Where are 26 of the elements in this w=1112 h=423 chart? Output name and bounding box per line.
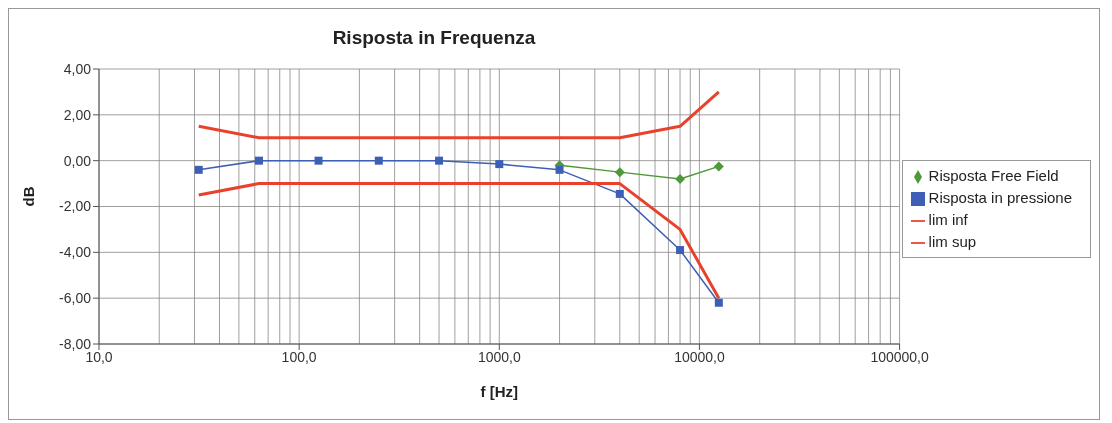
x-tick-label: 100000,0	[870, 348, 929, 365]
y-axis-title: dB	[20, 186, 38, 207]
x-axis-title: f [Hz]	[480, 383, 519, 400]
legend-label: lim inf	[928, 211, 968, 228]
y-tick-label: 2,00	[63, 106, 92, 123]
y-tick-label: -2,00	[59, 198, 92, 215]
y-tick-label: -6,00	[59, 290, 92, 307]
point	[254, 156, 263, 165]
point	[615, 189, 624, 198]
legend-label: Risposta Free Field	[928, 167, 1059, 184]
y-tick-label: 4,00	[63, 60, 92, 77]
point	[194, 165, 203, 174]
point	[314, 156, 323, 165]
point	[495, 160, 504, 169]
legend-label: Risposta in pressione	[928, 189, 1072, 206]
legend-label: lim sup	[928, 233, 977, 250]
x-tick-label: 100,0	[281, 348, 317, 365]
point	[676, 246, 685, 255]
x-tick-label: 1000,0	[477, 348, 521, 365]
x-tick-label: 10000,0	[674, 348, 725, 365]
point	[374, 156, 383, 165]
point	[555, 165, 564, 174]
point	[435, 156, 444, 165]
y-tick-label: -4,00	[59, 244, 92, 261]
chart-title: Risposta in Frequenza	[331, 27, 537, 49]
y-tick-label: 0,00	[63, 152, 92, 169]
